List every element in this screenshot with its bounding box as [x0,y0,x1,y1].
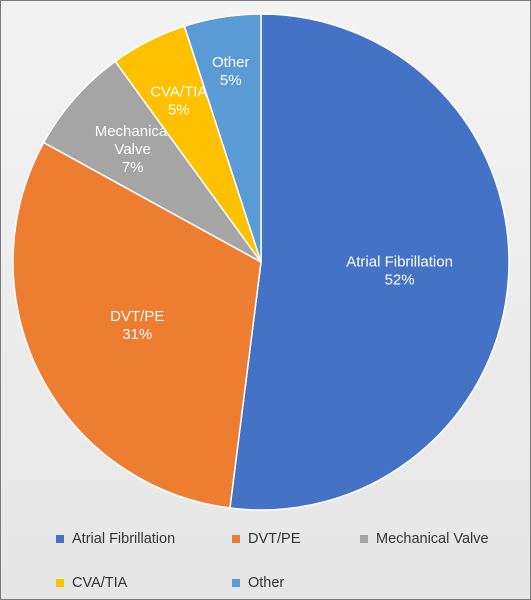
pie-label-cva-tia: CVA/TIA 5% [150,84,207,119]
pie-label-atrial-fibrillation: Atrial Fibrillation 52% [346,254,453,289]
pie-slice-atrial-fibrillation [229,13,510,511]
pie-slice-other [183,13,262,263]
pie-label-dvt-pe: DVT/PE 31% [110,308,164,343]
pie-label-mechanical-valve: Mechanical Valve 7% [95,123,171,176]
pie-slice-dvt-pe [12,141,262,509]
pie-label-other: Other 5% [212,54,250,89]
pie-slice-mechanical-valve [42,60,262,263]
